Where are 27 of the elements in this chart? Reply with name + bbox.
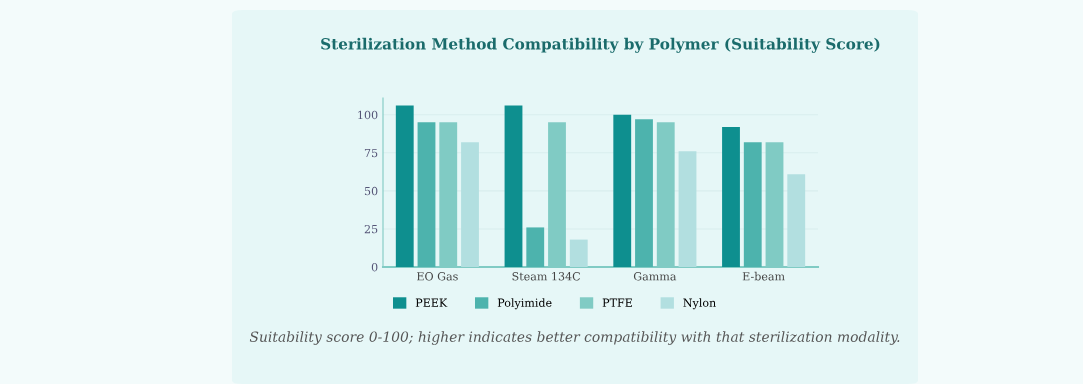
bar: [395, 105, 414, 267]
x-tick-label: E-beam: [742, 271, 785, 281]
bar: [569, 239, 588, 267]
bar: [743, 142, 762, 267]
bar: [526, 227, 545, 267]
text: Suitability score 0-100; higher indicates better compatibility with that sterilization modality.: [249, 331, 900, 345]
bar: [613, 114, 632, 267]
legend-label: PTFE: [602, 298, 632, 307]
y-tick-label: 50: [364, 186, 378, 196]
y-tick-label: 25: [364, 224, 378, 234]
y-tick-label: 100: [358, 110, 378, 120]
legend-label: PEEK: [415, 298, 448, 307]
bar: [787, 174, 806, 267]
bar: [461, 142, 479, 267]
legend-label: Nylon: [683, 298, 716, 310]
bar: [504, 105, 523, 267]
x-tick-label: EO Gas: [417, 272, 458, 281]
bar: [635, 119, 653, 267]
bar: [722, 126, 740, 267]
x-tick-label: Gamma: [633, 272, 677, 281]
legend-label: Polyimide: [497, 298, 552, 310]
y-tick-label: 0: [371, 262, 378, 272]
y-tick-label: 75: [364, 148, 378, 158]
x-tick-label: Steam 134C: [512, 272, 580, 281]
chart-title: Sterilization Method Compatibility by Polymer (Suitability Score): [321, 37, 880, 53]
bar: [678, 151, 697, 267]
bar: [417, 122, 436, 267]
